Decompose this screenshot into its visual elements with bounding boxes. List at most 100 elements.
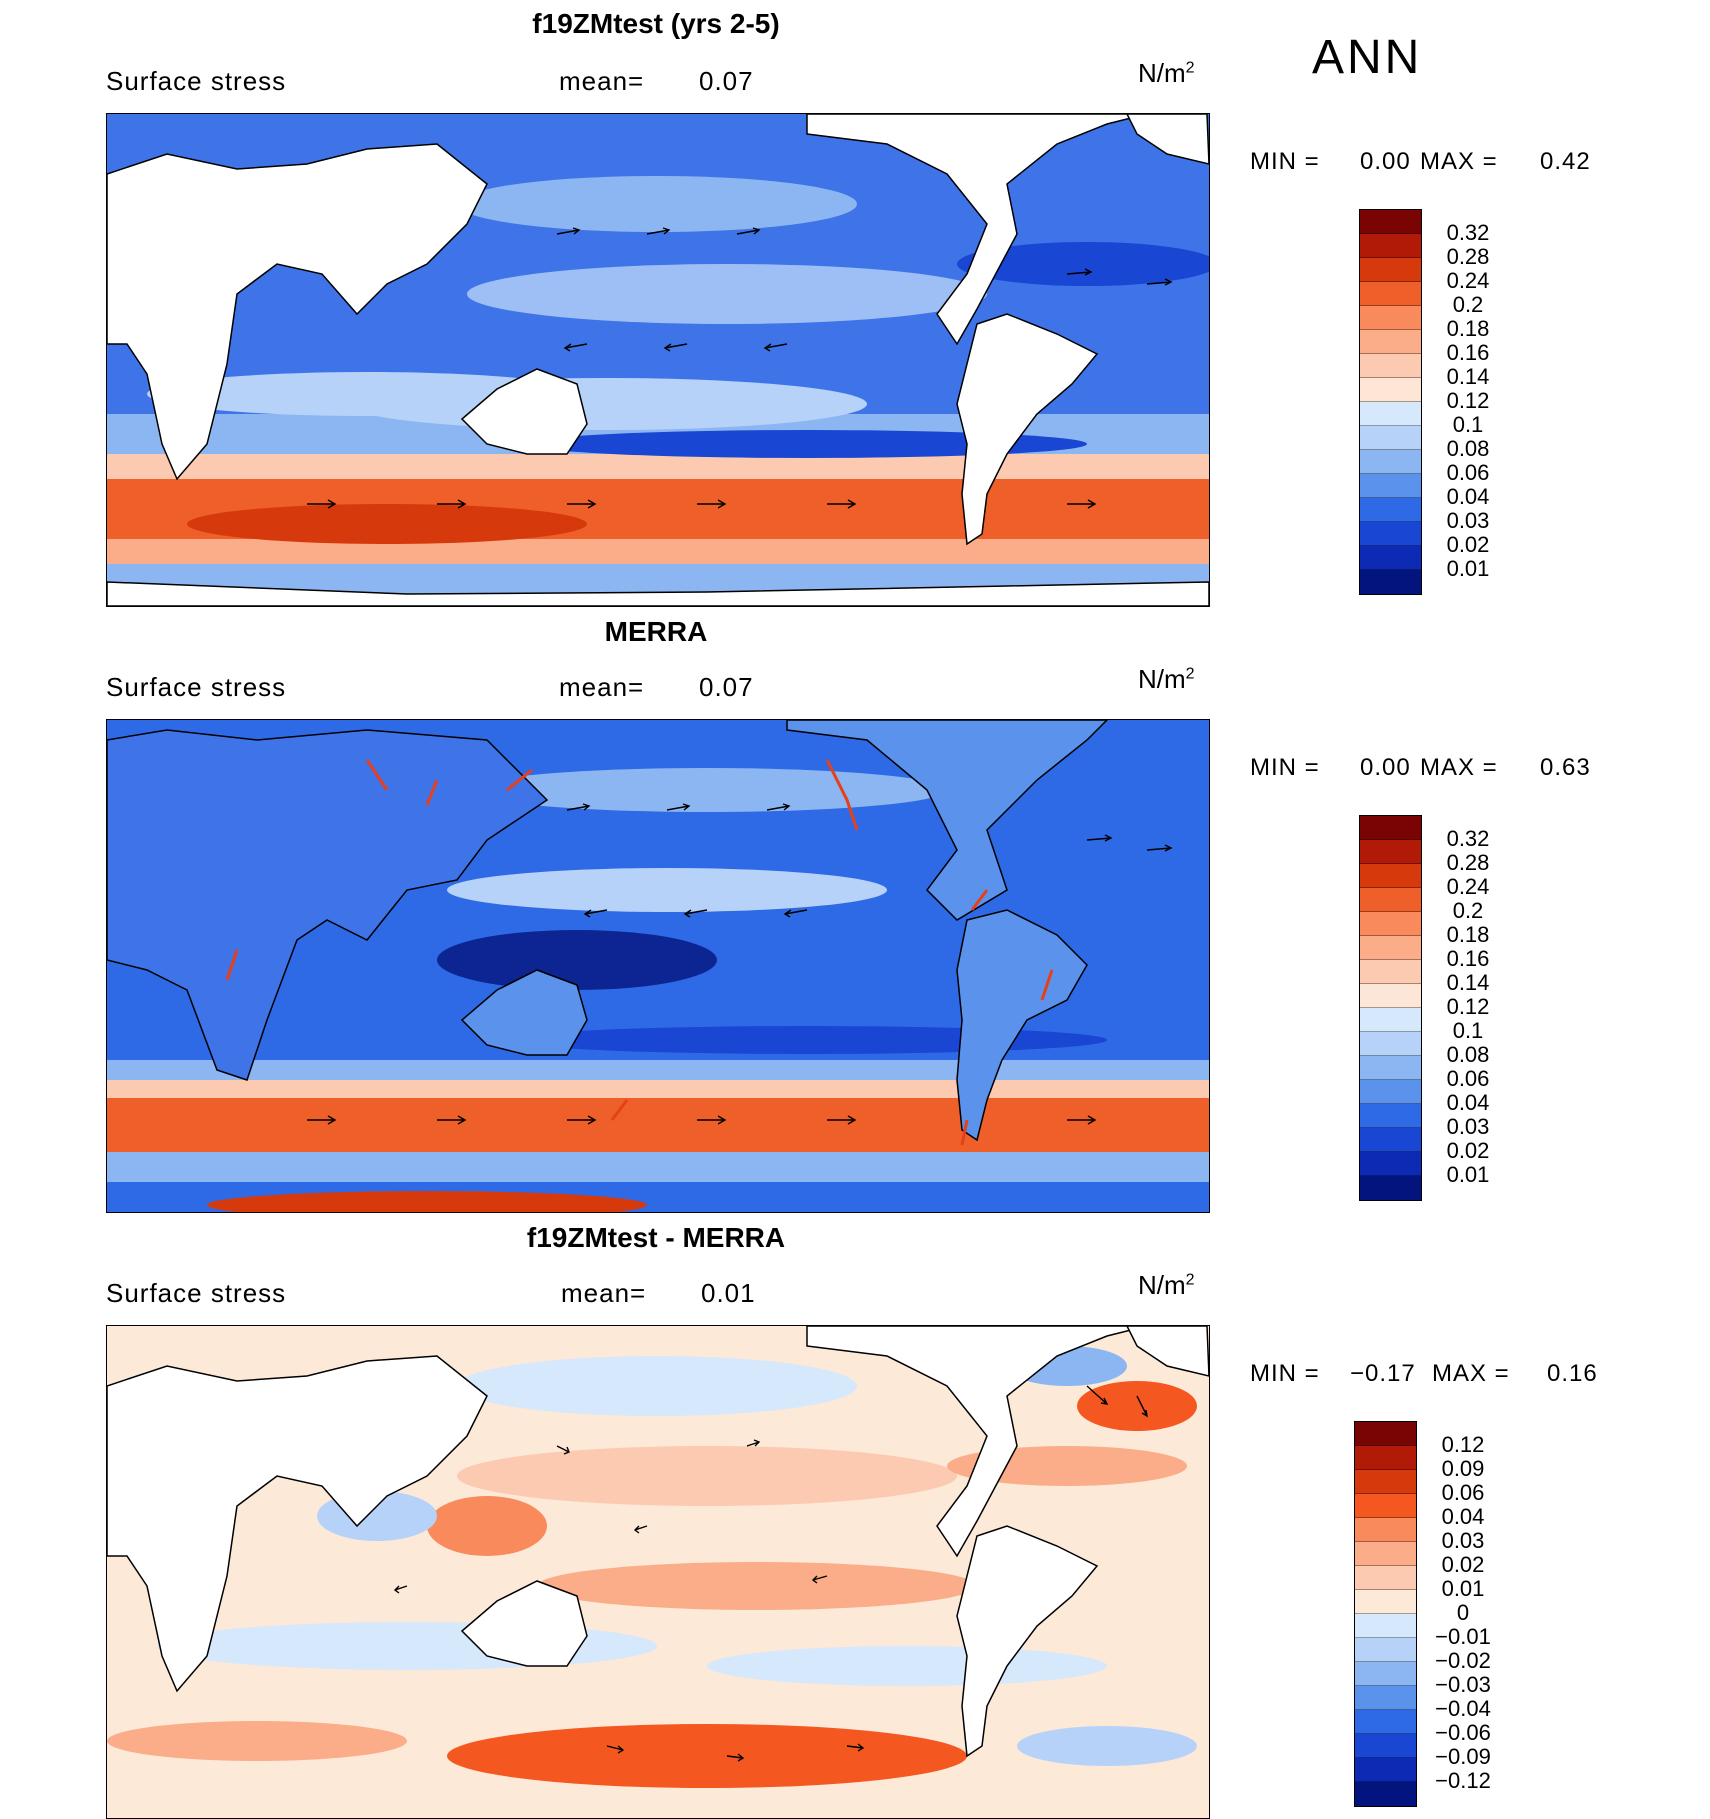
landmass <box>460 969 588 1056</box>
colorbar-tick-label: 0.03 <box>1446 508 1490 533</box>
variable-label: Surface stress <box>106 672 287 702</box>
colorbar-tick-label: 0.01 <box>1446 556 1490 581</box>
colorbar-tick-label: 0.12 <box>1446 388 1490 413</box>
colorbar-tick-label: 0.01 <box>1446 1162 1490 1187</box>
colorbar-tick-label: −0.03 <box>1435 1672 1491 1697</box>
colorbar-tick-label: 0.02 <box>1446 1138 1490 1163</box>
colorbar-swatch <box>1360 426 1421 450</box>
colorbar-tick-label: 0.32 <box>1446 826 1490 851</box>
colorbar-swatch <box>1360 1152 1421 1176</box>
colorbar-swatch <box>1360 402 1421 426</box>
colorbar-tick-label: 0.03 <box>1441 1528 1485 1553</box>
colorbar-swatch <box>1360 210 1421 234</box>
colorbar-swatch <box>1360 234 1421 258</box>
colorbar-tick-label: 0.24 <box>1446 874 1490 899</box>
max-label: MAX = <box>1432 1360 1510 1387</box>
colorbar-tick-label: 0.18 <box>1446 316 1490 341</box>
colorbar-tick-label: 0.24 <box>1446 268 1490 293</box>
colorbar-tick-label: 0.16 <box>1446 340 1490 365</box>
map-plot-difference <box>106 1325 1210 1819</box>
units-label: N/m2 <box>1138 664 1195 694</box>
units-label: N/m2 <box>1138 1270 1195 1300</box>
mean-value: 0.07 <box>699 672 754 702</box>
colorbar-swatch <box>1360 1032 1421 1056</box>
colorbar-tick-label: 0.04 <box>1441 1504 1485 1529</box>
landmass <box>460 1580 588 1667</box>
colorbar <box>1359 815 1422 1201</box>
panel-title: f19ZMtest - MERRA <box>526 1222 786 1253</box>
colorbar-swatch <box>1360 498 1421 522</box>
colorbar-swatch <box>1360 330 1421 354</box>
panel-title: MERRA <box>604 616 708 647</box>
mean-label: mean= <box>561 1278 647 1308</box>
colorbar-swatch <box>1360 912 1421 936</box>
landmass <box>460 368 588 455</box>
colorbar-tick-label: −0.02 <box>1435 1648 1491 1673</box>
colorbar-swatch <box>1355 1470 1416 1494</box>
colorbar-swatch <box>1360 936 1421 960</box>
colorbar-swatch <box>1360 1128 1421 1152</box>
colorbar-swatch <box>1360 888 1421 912</box>
units-label: N/m2 <box>1138 58 1195 88</box>
colorbar-swatch <box>1355 1686 1416 1710</box>
colorbar-swatch <box>1360 1176 1421 1200</box>
mean-value: 0.07 <box>699 66 754 96</box>
colorbar-tick-label: 0.02 <box>1446 532 1490 557</box>
colorbar-swatch <box>1355 1662 1416 1686</box>
max-value: 0.63 <box>1540 754 1591 781</box>
landmass <box>107 581 1209 606</box>
colorbar-tick-label: 0.28 <box>1446 244 1490 269</box>
mean-label: mean= <box>559 66 645 96</box>
landmass <box>1126 114 1209 165</box>
colorbar-swatch <box>1360 306 1421 330</box>
min-label: MIN = <box>1250 1360 1320 1387</box>
colorbar-swatch <box>1360 378 1421 402</box>
colorbar-tick-label: −0.06 <box>1435 1720 1491 1745</box>
colorbar-swatch <box>1355 1446 1416 1470</box>
variable-label: Surface stress <box>106 1278 287 1308</box>
colorbar-tick-label: 0.12 <box>1446 994 1490 1019</box>
max-label: MAX = <box>1420 754 1498 781</box>
colorbar-tick-label: 0.01 <box>1441 1576 1485 1601</box>
colorbar-tick-label: −0.01 <box>1435 1624 1491 1649</box>
landmass <box>956 909 1088 1142</box>
landmass <box>956 313 1099 546</box>
min-value: 0.00 <box>1360 754 1411 781</box>
colorbar-swatch <box>1360 1056 1421 1080</box>
panel-title: f19ZMtest (yrs 2-5) <box>532 8 780 39</box>
colorbar-swatch <box>1355 1638 1416 1662</box>
colorbar <box>1359 209 1422 595</box>
colorbar-tick-label: 0.04 <box>1446 484 1490 509</box>
max-value: 0.16 <box>1547 1360 1598 1387</box>
colorbar-tick-label: 0.12 <box>1441 1432 1485 1457</box>
colorbar-tick-label: 0.08 <box>1446 436 1490 461</box>
colorbar-tick-label: 0.1 <box>1452 412 1484 437</box>
colorbar-swatch <box>1360 1008 1421 1032</box>
colorbar-swatch <box>1360 522 1421 546</box>
colorbar-tick-label: 0.06 <box>1446 1066 1490 1091</box>
min-value: −0.17 <box>1350 1360 1416 1387</box>
colorbar-swatch <box>1360 450 1421 474</box>
colorbar-swatch <box>1360 864 1421 888</box>
mean-value: 0.01 <box>701 1278 756 1308</box>
colorbar-tick-label: 0.02 <box>1441 1552 1485 1577</box>
colorbar-swatch <box>1355 1782 1416 1806</box>
colorbar-swatch <box>1355 1734 1416 1758</box>
colorbar-swatch <box>1360 546 1421 570</box>
colorbar-tick-label: 0.06 <box>1446 460 1490 485</box>
colorbar-swatch <box>1355 1758 1416 1782</box>
colorbar-swatch <box>1360 960 1421 984</box>
landmass <box>107 143 488 481</box>
colorbar-swatch <box>1355 1518 1416 1542</box>
variable-label: Surface stress <box>106 66 287 96</box>
colorbar-tick-label: 0.1 <box>1452 1018 1484 1043</box>
colorbar-tick-label: 0.2 <box>1452 292 1484 317</box>
season-label: ANN <box>1312 31 1423 84</box>
colorbar-swatch <box>1360 1104 1421 1128</box>
landmass <box>107 729 549 1081</box>
colorbar-swatch <box>1360 570 1421 594</box>
min-label: MIN = <box>1250 148 1320 175</box>
colorbar-tick-label: 0.28 <box>1446 850 1490 875</box>
colorbar-swatch <box>1360 1080 1421 1104</box>
colorbar-swatch <box>1360 816 1421 840</box>
